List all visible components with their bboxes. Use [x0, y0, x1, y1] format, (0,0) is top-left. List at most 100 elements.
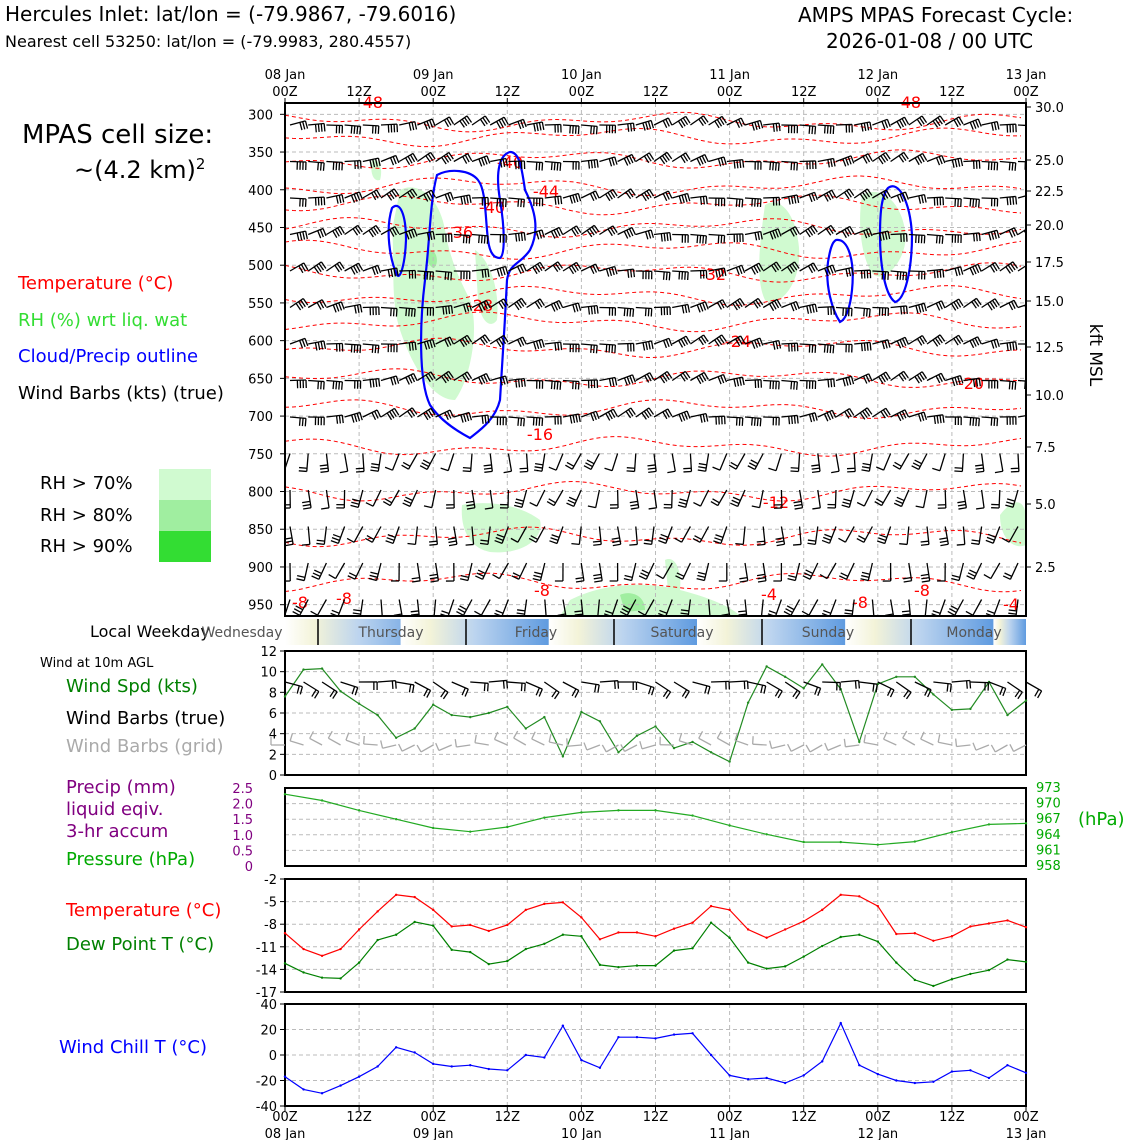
wind-barb-flag [719, 300, 725, 309]
wind-barb [526, 298, 541, 309]
wind-barb-flag [432, 231, 436, 240]
wind-barb-flag [390, 268, 394, 278]
wind-barb [635, 229, 652, 236]
wind-barb-flag [862, 462, 871, 466]
wind-barb-flag [696, 304, 701, 313]
wind-barb-flag [350, 504, 359, 509]
wind-barb-flag [432, 339, 436, 348]
wind-barb-flag [863, 342, 866, 352]
wind-speed-line-point [709, 751, 713, 754]
wind-barb-flag [356, 304, 360, 314]
wind-barb [970, 681, 989, 684]
wind-barb-flag [595, 263, 600, 272]
wind-barb [487, 526, 491, 545]
wind-barb-flag [480, 539, 489, 542]
weekday-label: Sunday [802, 625, 854, 641]
wind-barb [817, 224, 832, 236]
wind-barb-flag [377, 345, 380, 354]
wind-barb-flag [607, 411, 613, 420]
legend-temp-surface: Temperature (°C) [66, 900, 222, 921]
wind-barb-flag [461, 338, 468, 346]
time-tick-bottom-label: 00Z [272, 1110, 298, 1125]
wind-barb-flag [847, 156, 852, 165]
pressure-tick-label: 350 [248, 146, 273, 161]
wind-barb-flag [923, 411, 928, 420]
wind-barb-flag [332, 304, 337, 313]
wind-barb-flag [412, 153, 418, 161]
wind-barb-flag [647, 308, 650, 317]
wind-barb-flag [374, 345, 377, 354]
wind-barb-flag [805, 569, 814, 574]
wind-barb-flag [355, 467, 364, 470]
legend-cloud: Cloud/Precip outline [18, 346, 199, 367]
wind-barb-flag [609, 227, 616, 235]
wind-barb-flag [442, 306, 445, 315]
wind-barb-flag [478, 235, 480, 244]
wind-barb [536, 489, 546, 507]
wind-barb-flag [1027, 265, 1031, 272]
wind-barb-flag [953, 338, 959, 346]
wind-barb [398, 188, 413, 199]
wind-barb-flag [583, 465, 592, 471]
wind-barb-flag [486, 683, 489, 692]
wind-barb-flag [990, 744, 996, 753]
wind-barb-flag [821, 539, 830, 544]
wind-barb-flag [320, 381, 322, 390]
wind-barb-flag [793, 381, 796, 390]
wind-barb-flag [502, 267, 506, 276]
dewpoint-line-point [394, 933, 398, 936]
wind-barb-flag [568, 266, 575, 275]
cell-size-label: MPAS cell size: [22, 120, 214, 150]
wind-barb-flag [866, 407, 873, 415]
wind-barb-flag [370, 571, 379, 575]
time-tick-top-label: 00Z [865, 85, 891, 100]
wind-barb [752, 743, 767, 746]
wind-barb-flag [920, 303, 925, 312]
wind-barb-flag [487, 269, 490, 278]
wind-barb-flag [660, 533, 669, 538]
wind-barb-flag [429, 540, 438, 543]
forecast-cycle-value: 2026-01-08 / 00 UTC [826, 29, 1034, 53]
wind-barb-flag [702, 302, 707, 311]
wind-barb [945, 157, 961, 163]
wind-barb [798, 526, 802, 545]
wind-barb-flag [423, 412, 429, 421]
wind-barb [471, 526, 475, 545]
wind-barb-flag [593, 305, 596, 315]
wind-barb-flag [751, 122, 755, 131]
wind-barb-flag [955, 118, 962, 126]
wind-speed-line-point [450, 713, 453, 717]
wind-barb [471, 414, 488, 418]
wind-barb-flag [1002, 688, 1007, 697]
wind-barb-flag [377, 265, 382, 274]
wind-barb-flag [649, 372, 655, 380]
wind-barb-flag [851, 267, 854, 276]
pressure-line-point [765, 833, 768, 836]
wind-barb-flag [710, 501, 719, 507]
wind-barb-flag [684, 691, 690, 699]
wind-barb [303, 681, 320, 693]
wind-barb-flag [1013, 299, 1019, 308]
wind-barb-flag [320, 261, 327, 269]
wind-barb-flag [460, 414, 464, 423]
time-tick-bottom-date: 12 Jan [857, 1127, 898, 1140]
wind-barb-flag [903, 306, 906, 315]
temperature-contour [285, 111, 1022, 133]
wind-barb-flag [461, 374, 468, 383]
wind-barb-flag [664, 153, 670, 161]
wind-barb [631, 562, 637, 581]
wind-barb [303, 562, 309, 581]
wind-barb-flag [374, 410, 379, 419]
wind-barb [377, 680, 396, 683]
wind-barb-flag [905, 305, 908, 314]
wind-barb [799, 412, 816, 418]
wind-barb-flag [425, 155, 431, 163]
wind-barb-flag [566, 738, 569, 747]
wind-barb-flag [733, 378, 737, 387]
wind-barb-flag [665, 272, 668, 281]
wind-barb-flag [664, 410, 670, 418]
wind-barb [908, 194, 925, 199]
wind-barb-flag [560, 196, 563, 205]
wind-barb-flag [759, 120, 764, 129]
wind-barb-flag [685, 116, 691, 124]
